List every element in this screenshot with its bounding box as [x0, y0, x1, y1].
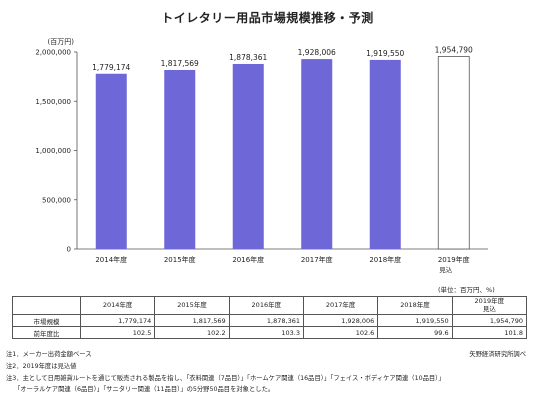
- footnotes: 注1．メーカー出荷金額ベース 矢野経済研究所調べ 注2．2019年度は見込値 注…: [6, 349, 532, 396]
- y-tick-label: 500,000: [42, 196, 71, 204]
- x-tick-label: 2019年度: [438, 255, 470, 264]
- bar: [369, 59, 401, 250]
- table-header-cell: 2016年度: [228, 296, 304, 315]
- y-tick-label: 1,500,000: [35, 98, 71, 106]
- bar: [164, 69, 196, 249]
- table-cell: 99.6: [377, 326, 453, 339]
- table-cell: 1,954,790: [451, 314, 528, 327]
- table-header-cell: 2019年度 見込: [451, 296, 528, 315]
- footnote-3-continued: 「オーラルケア関連（6品目）」「サニタリー関連（11品目）」の5分野50品目を対…: [14, 386, 275, 394]
- table-row-label: 市場規模: [12, 314, 81, 327]
- table-row-yoy: 前年度比 102.5 102.2 103.3 102.6 99.6 101.8: [12, 326, 528, 339]
- table-unit-note: (単位：百万円、%): [438, 286, 495, 294]
- bar-value-label: 1,779,174: [92, 63, 130, 72]
- bar: [301, 59, 333, 250]
- bar: [232, 63, 264, 249]
- table-header-row: 2014年度 2015年度 2016年度 2017年度 2018年度 2019年…: [12, 296, 528, 315]
- y-axis-unit: (百万円): [48, 38, 75, 46]
- table-cell: 1,779,174: [79, 314, 156, 327]
- table-cell: 102.6: [302, 326, 379, 339]
- bar-value-label: 1,919,550: [366, 49, 404, 58]
- bar-value-label: 1,817,569: [161, 59, 199, 68]
- table-cell: 1,928,006: [302, 314, 379, 327]
- bar-value-label: 1,954,790: [435, 45, 473, 54]
- table-cell: 102.5: [79, 326, 156, 339]
- table-header-cell: 2014年度: [79, 296, 156, 315]
- x-tick-label: 2017年度: [301, 255, 333, 264]
- bar-value-label: 1,928,006: [298, 48, 336, 57]
- table-row-label: 前年度比: [12, 326, 81, 339]
- bar-value-label: 1,878,361: [229, 53, 267, 62]
- y-tick-label: 2,000,000: [35, 49, 71, 57]
- table-header-cell: 2015年度: [154, 296, 230, 315]
- source-credit: 矢野経済研究所調べ: [469, 351, 526, 358]
- table-cell: 1,817,569: [154, 314, 230, 327]
- bar-chart: (百万円) 0 500,000 1,000,000 1,500,000 2,000,00…: [35, 38, 488, 274]
- x-tick-label: 2014年度: [95, 255, 127, 264]
- x-tick-sublabel: 見込: [439, 265, 453, 274]
- table-cell: 102.2: [154, 326, 230, 339]
- x-tick-label: 2015年度: [164, 255, 196, 264]
- chart-title: トイレタリー用品市場規模推移・予測: [161, 11, 374, 25]
- footnote-3: 注3．主として日用雑貨ルートを通じて販売される製品を指し、「衣料関連（7品目）」…: [6, 374, 445, 382]
- table-header-cell: 2018年度: [377, 296, 453, 315]
- table-row-market-size: 市場規模 1,779,174 1,817,569 1,878,361 1,928…: [12, 314, 528, 327]
- footnote-1: 注1．メーカー出荷金額ベース: [6, 351, 92, 358]
- footnote-2: 注2．2019年度は見込値: [6, 362, 77, 370]
- table-header-cell: 2017年度: [302, 296, 379, 315]
- y-tick-label: 0: [67, 246, 71, 254]
- bar: [437, 56, 470, 250]
- y-tick-label: 1,000,000: [35, 147, 71, 155]
- table-cell: 1,919,550: [377, 314, 453, 327]
- data-table: 2014年度 2015年度 2016年度 2017年度 2018年度 2019年…: [12, 296, 528, 339]
- table-cell: 103.3: [228, 326, 304, 339]
- bar: [95, 73, 127, 249]
- x-tick-label: 2016年度: [232, 255, 264, 264]
- table-cell: 101.8: [451, 326, 528, 339]
- x-tick-label: 2018年度: [369, 255, 401, 264]
- table-cell: 1,878,361: [228, 314, 304, 327]
- table-header-cell: [12, 296, 81, 315]
